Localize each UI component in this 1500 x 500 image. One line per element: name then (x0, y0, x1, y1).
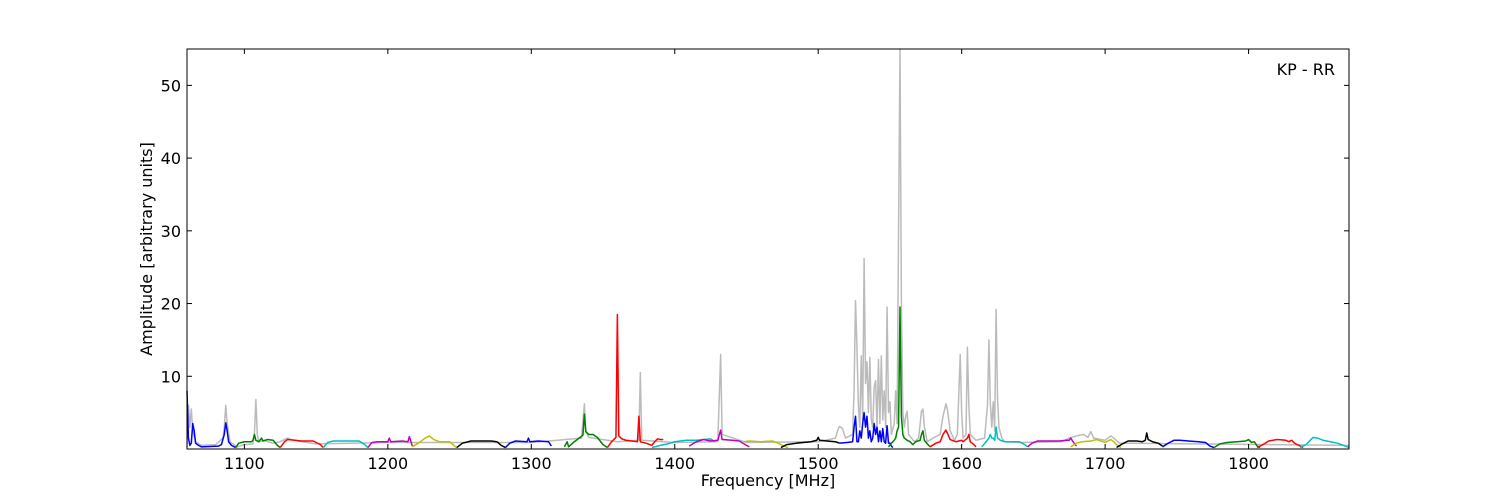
x-tick-label: 1100 (224, 454, 265, 473)
tick-layer: 1100 1200 1300 1400 1500 1600 1700 1800 10 20 30 40… (161, 49, 1349, 473)
series-line-21 (1116, 432, 1163, 449)
series-line-3 (279, 438, 324, 449)
x-tick-label: 1800 (1228, 454, 1269, 473)
series-line-25 (1299, 436, 1350, 449)
series-line-19 (1027, 437, 1078, 448)
y-tick-label: 30 (161, 222, 181, 241)
series-line-22 (1162, 439, 1215, 449)
y-tick-label: 40 (161, 149, 181, 168)
x-tick-label: 1600 (941, 454, 982, 473)
series-line-14 (780, 436, 840, 449)
x-axis-label: Frequency [MHz] (701, 471, 835, 490)
x-tick-label: 1200 (367, 454, 408, 473)
series-line-5 (367, 435, 413, 449)
x-tick-label: 1700 (1085, 454, 1126, 473)
background-series-line (186, 48, 1350, 448)
series-line-18 (981, 426, 1029, 448)
series-line-9 (563, 413, 608, 449)
x-tick-label: 1400 (654, 454, 695, 473)
series-line-17 (929, 429, 977, 448)
series-line-20 (1070, 438, 1122, 449)
series-line-12 (688, 429, 750, 448)
series-line-10 (606, 313, 664, 448)
series-line-23 (1213, 438, 1261, 449)
series-line-11 (651, 438, 716, 449)
series-line-24 (1256, 438, 1304, 449)
series-line-2 (235, 433, 281, 449)
y-tick-label: 10 (161, 367, 181, 386)
y-tick-label: 20 (161, 295, 181, 314)
series-line-15 (839, 411, 894, 449)
panel-annotation: KP - RR (1277, 60, 1335, 79)
series-line-8 (504, 437, 553, 449)
series-line-1 (186, 390, 237, 449)
y-axis-label: Amplitude [arbitrary units] (137, 142, 156, 356)
plot-frame (186, 48, 1350, 450)
series-line-4 (322, 440, 369, 449)
y-tick-label: 50 (161, 76, 181, 95)
series-line-6 (411, 435, 458, 449)
x-tick-label: 1300 (511, 454, 552, 473)
series-line-16 (887, 306, 931, 448)
series-line-7 (456, 440, 506, 449)
x-tick-label: 1500 (798, 454, 839, 473)
data-layer (186, 48, 1350, 449)
